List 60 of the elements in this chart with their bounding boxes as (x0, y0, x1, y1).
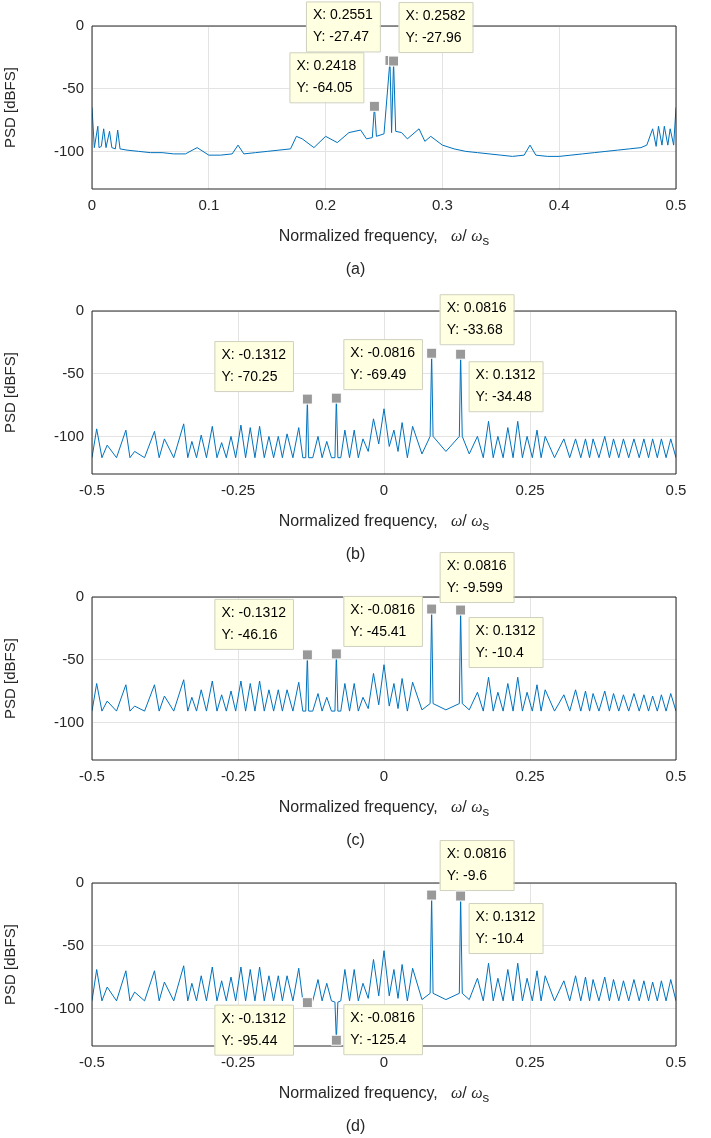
y-tick-label: 0 (75, 16, 84, 34)
x-tick-label: 0.4 (548, 196, 570, 214)
x-tick-label: 0.25 (515, 481, 545, 499)
text: (b) (345, 545, 366, 562)
x-axis-title: Normalized frequency, ω/ ω$_{s}$ (277, 1083, 491, 1108)
x-axis-title: Normalized frequency, ω/ ω$_{s}$ (277, 797, 491, 822)
annotation: X: 0.0816 Y: -9.6 (446, 844, 507, 883)
annotation: X: 0.1312 Y: -10.4 (475, 907, 536, 946)
x-tick-label: 0.25 (515, 1053, 545, 1071)
annotation: X: 0.1312 Y: -10.4 (475, 621, 536, 660)
y-tick-label: -50 (62, 935, 84, 953)
y-tick-label: 0 (75, 301, 84, 319)
annotation: X: -0.1312 Y: -46.16 (221, 603, 287, 642)
y-tick-label: -100 (53, 426, 84, 444)
y-axis-title: PSD [dBFS] (1, 67, 19, 148)
text: (c) (346, 831, 365, 848)
x-tick-label: 0.5 (665, 1053, 687, 1071)
y-tick-label: 0 (75, 587, 84, 605)
annotation: X: 0.0816 Y: -9.599 (446, 556, 507, 595)
x-tick-label: 0.5 (665, 196, 687, 214)
annotation: X: 0.1312 Y: -34.48 (475, 366, 536, 405)
x-tick-label: 0.25 (515, 767, 545, 785)
x-tick-label: 0 (379, 767, 389, 785)
x-axis-title: Normalized frequency, ω/ ω$_{s}$ (277, 226, 491, 251)
y-tick-label: -50 (62, 649, 84, 667)
y-tick-label: -100 (53, 712, 84, 730)
annotation: X: 0.0816 Y: -33.68 (446, 299, 507, 338)
x-axis-title: Normalized frequency, ω/ ω$_{s}$ (277, 511, 491, 536)
annotation: X: 0.2582 Y: -27.96 (405, 6, 466, 45)
x-tick-label: -0.5 (79, 1053, 105, 1071)
annotation: X: 0.2418 Y: -64.05 (296, 57, 357, 96)
x-tick-label: 0.1 (198, 196, 220, 214)
y-axis-title: PSD [dBFS] (1, 352, 19, 433)
x-tick-label: 0.2 (315, 196, 337, 214)
text: (d) (344, 1116, 367, 1136)
text: (a) (344, 259, 367, 279)
y-tick-label: -100 (53, 998, 84, 1016)
annotation: X: -0.0816 Y: -69.49 (350, 343, 416, 382)
y-axis-title: PSD [dBFS] (1, 638, 19, 719)
y-tick-label: -50 (62, 363, 84, 381)
x-tick-label: -0.5 (79, 481, 105, 499)
y-axis-title: PSD [dBFS] (1, 924, 19, 1005)
annotation: X: 0.2551 Y: -27.47 (312, 6, 374, 45)
x-tick-label: 0 (87, 196, 97, 214)
x-tick-label: 0.5 (665, 481, 687, 499)
x-tick-label: 0.5 (665, 767, 687, 785)
annotation: X: -0.0816 Y: -45.41 (350, 600, 416, 639)
annotation: X: -0.1312 Y: -95.44 (221, 1009, 287, 1048)
x-tick-label: 0 (379, 481, 389, 499)
x-tick-label: 0.3 (431, 196, 453, 214)
x-tick-label: -0.5 (79, 767, 105, 785)
y-tick-label: -50 (62, 78, 84, 96)
y-tick-label: -100 (53, 141, 84, 159)
annotation: X: -0.0816 Y: -125.4 (350, 1009, 416, 1048)
y-tick-label: 0 (75, 873, 84, 891)
x-tick-label: 0 (379, 1053, 389, 1071)
x-tick-label: -0.25 (220, 1053, 256, 1071)
x-tick-label: -0.25 (220, 481, 256, 499)
x-tick-label: -0.25 (220, 767, 256, 785)
annotation: X: -0.1312 Y: -70.25 (221, 345, 287, 384)
